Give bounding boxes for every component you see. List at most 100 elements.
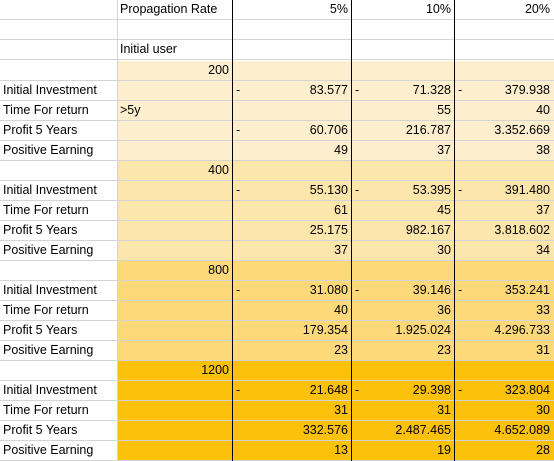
c4-cell[interactable]: 3.818.602 [455, 221, 554, 241]
initial-user-value[interactable]: 200 [208, 63, 229, 77]
c1-cell[interactable] [117, 341, 233, 361]
cell-value: 38 [536, 143, 550, 157]
c1-cell[interactable] [117, 381, 233, 401]
c1-cell[interactable]: >5y [117, 101, 233, 121]
c3-cell[interactable]: 53.395 - [352, 181, 455, 201]
row-label[interactable]: Initial Investment [3, 383, 97, 397]
c3-cell[interactable]: 71.328 - [352, 81, 455, 101]
c4-cell[interactable]: 28 [455, 441, 554, 461]
c3-cell[interactable]: 1.925.024 [352, 321, 455, 341]
c1-cell[interactable] [117, 81, 233, 101]
row-label[interactable]: Positive Earning [3, 343, 94, 357]
c3-cell[interactable]: 45 [352, 201, 455, 221]
c4-cell[interactable]: 33 [455, 301, 554, 321]
row-label[interactable]: Profit 5 Years [3, 123, 78, 137]
c4-cell[interactable]: 4.652.089 [455, 421, 554, 441]
initial-user-label[interactable]: Initial user [120, 42, 177, 56]
row-label[interactable]: Time For return [3, 403, 89, 417]
c2-cell[interactable]: 55.130 - [233, 181, 352, 201]
row-label[interactable]: Initial Investment [3, 83, 97, 97]
table-row: Profit 5 Years 179.354 1.925.024 4.296.733 [0, 321, 554, 341]
c2-cell[interactable]: 13 [233, 441, 352, 461]
c1-cell[interactable] [117, 441, 233, 461]
c1-cell[interactable] [117, 401, 233, 421]
rate-20-header[interactable]: 20% [524, 2, 550, 16]
c3-cell[interactable]: 36 [352, 301, 455, 321]
c2-cell[interactable]: 332.576 [233, 421, 352, 441]
c4-cell[interactable]: 323.804 - [455, 381, 554, 401]
propagation-rate-label[interactable]: Propagation Rate [120, 2, 218, 16]
c2-cell[interactable]: 49 [233, 141, 352, 161]
c1-cell[interactable] [117, 241, 233, 261]
c2-cell[interactable]: 37 [233, 241, 352, 261]
cell-value: 30 [437, 243, 451, 257]
rate-5-header[interactable]: 5% [329, 2, 348, 16]
c1-cell[interactable] [117, 281, 233, 301]
cell-value: 31.080 [309, 283, 348, 297]
rate-10-header[interactable]: 10% [425, 2, 451, 16]
row-label[interactable]: Initial Investment [3, 283, 97, 297]
c1-cell[interactable] [117, 301, 233, 321]
c2-cell[interactable]: 60.706 - [233, 121, 352, 141]
c4-cell[interactable]: 353.241 - [455, 281, 554, 301]
c3-cell[interactable]: 2.487.465 [352, 421, 455, 441]
c3-cell[interactable]: 55 [352, 101, 455, 121]
row-label[interactable]: Initial Investment [3, 183, 97, 197]
c3-cell[interactable]: 37 [352, 141, 455, 161]
initial-user-value[interactable]: 800 [208, 263, 229, 277]
c2-cell[interactable]: 83.577 - [233, 81, 352, 101]
row-label[interactable]: Time For return [3, 303, 89, 317]
c4-cell[interactable]: 40 [455, 101, 554, 121]
c4-cell[interactable]: 37 [455, 201, 554, 221]
c4-cell[interactable]: 34 [455, 241, 554, 261]
c1-cell[interactable] [117, 181, 233, 201]
table-row: Positive Earning 13 19 28 [0, 441, 554, 461]
c2-cell[interactable]: 23 [233, 341, 352, 361]
row-label[interactable]: Profit 5 Years [3, 423, 78, 437]
c2-cell[interactable] [233, 101, 352, 121]
row-label[interactable]: Profit 5 Years [3, 223, 78, 237]
c3-cell[interactable]: 31 [352, 401, 455, 421]
row-label[interactable]: Positive Earning [3, 143, 94, 157]
c2-cell[interactable]: 21.648 - [233, 381, 352, 401]
row-label[interactable]: Positive Earning [3, 243, 94, 257]
c2-cell[interactable]: 31 [233, 401, 352, 421]
c3-cell[interactable]: 216.787 [352, 121, 455, 141]
c1-cell[interactable] [117, 141, 233, 161]
c2-cell[interactable]: 179.354 [233, 321, 352, 341]
c3-cell[interactable]: 19 [352, 441, 455, 461]
c4-cell[interactable]: 379.938 - [455, 81, 554, 101]
initial-user-value[interactable]: 1200 [201, 363, 229, 377]
c2-cell[interactable]: 40 [233, 301, 352, 321]
c3-cell[interactable]: 29.398 - [352, 381, 455, 401]
c1-cell[interactable] [117, 221, 233, 241]
row-label[interactable]: Profit 5 Years [3, 323, 78, 337]
c1-cell[interactable] [117, 201, 233, 221]
c3-cell[interactable]: 39.146 - [352, 281, 455, 301]
c2-cell[interactable]: 25.175 [233, 221, 352, 241]
c3-cell[interactable]: 982.167 [352, 221, 455, 241]
group-band [117, 161, 554, 261]
dash-marker: - [355, 383, 360, 397]
row-label[interactable]: Positive Earning [3, 443, 94, 457]
row-label[interactable]: Time For return [3, 203, 89, 217]
c4-cell[interactable]: 4.296.733 [455, 321, 554, 341]
c2-cell[interactable]: 61 [233, 201, 352, 221]
cell-value: 982.167 [405, 223, 451, 237]
c2-cell[interactable]: 31.080 - [233, 281, 352, 301]
c4-cell[interactable]: 31 [455, 341, 554, 361]
c4-cell[interactable]: 38 [455, 141, 554, 161]
c3-cell[interactable]: 30 [352, 241, 455, 261]
c4-cell[interactable]: 3.352.669 [455, 121, 554, 141]
c1-cell[interactable] [117, 321, 233, 341]
row-label[interactable]: Time For return [3, 103, 89, 117]
group-header-row: 1200 [0, 361, 554, 381]
c1-cell[interactable] [117, 421, 233, 441]
cell-value: 31 [334, 403, 348, 417]
c4-cell[interactable]: 30 [455, 401, 554, 421]
c3-cell[interactable]: 23 [352, 341, 455, 361]
c4-cell[interactable]: 391.480 - [455, 181, 554, 201]
table-row: Initial Investment 83.577-71.328-379.938- [0, 81, 554, 101]
initial-user-value[interactable]: 400 [208, 163, 229, 177]
c1-cell[interactable] [117, 121, 233, 141]
